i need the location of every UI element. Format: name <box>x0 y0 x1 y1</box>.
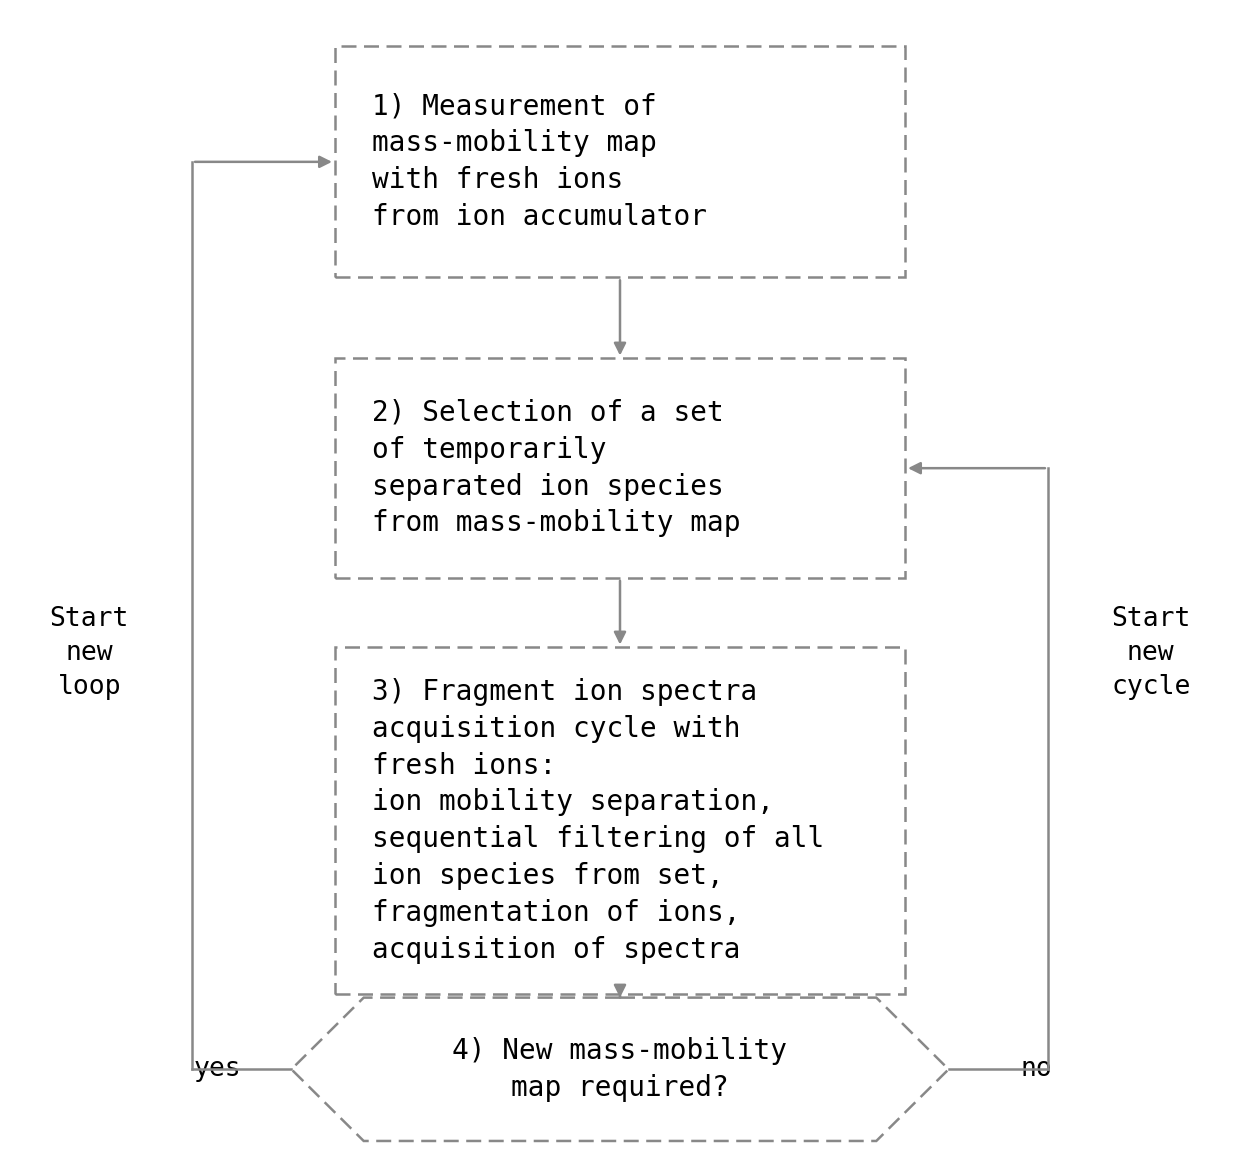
Text: Start
new
loop: Start new loop <box>50 606 129 701</box>
Text: 3) Fragment ion spectra
acquisition cycle with
fresh ions:
ion mobility separati: 3) Fragment ion spectra acquisition cycl… <box>372 677 825 964</box>
Polygon shape <box>291 998 949 1141</box>
Text: Start
new
cycle: Start new cycle <box>1111 606 1190 701</box>
FancyBboxPatch shape <box>335 46 905 277</box>
Text: no: no <box>1021 1057 1053 1082</box>
Text: 2) Selection of a set
of temporarily
separated ion species
from mass-mobility ma: 2) Selection of a set of temporarily sep… <box>372 399 740 538</box>
FancyBboxPatch shape <box>335 358 905 578</box>
FancyBboxPatch shape <box>335 647 905 994</box>
Text: yes: yes <box>193 1057 241 1082</box>
Text: 1) Measurement of
mass-mobility map
with fresh ions
from ion accumulator: 1) Measurement of mass-mobility map with… <box>372 92 707 231</box>
Text: 4) New mass-mobility
map required?: 4) New mass-mobility map required? <box>453 1037 787 1102</box>
